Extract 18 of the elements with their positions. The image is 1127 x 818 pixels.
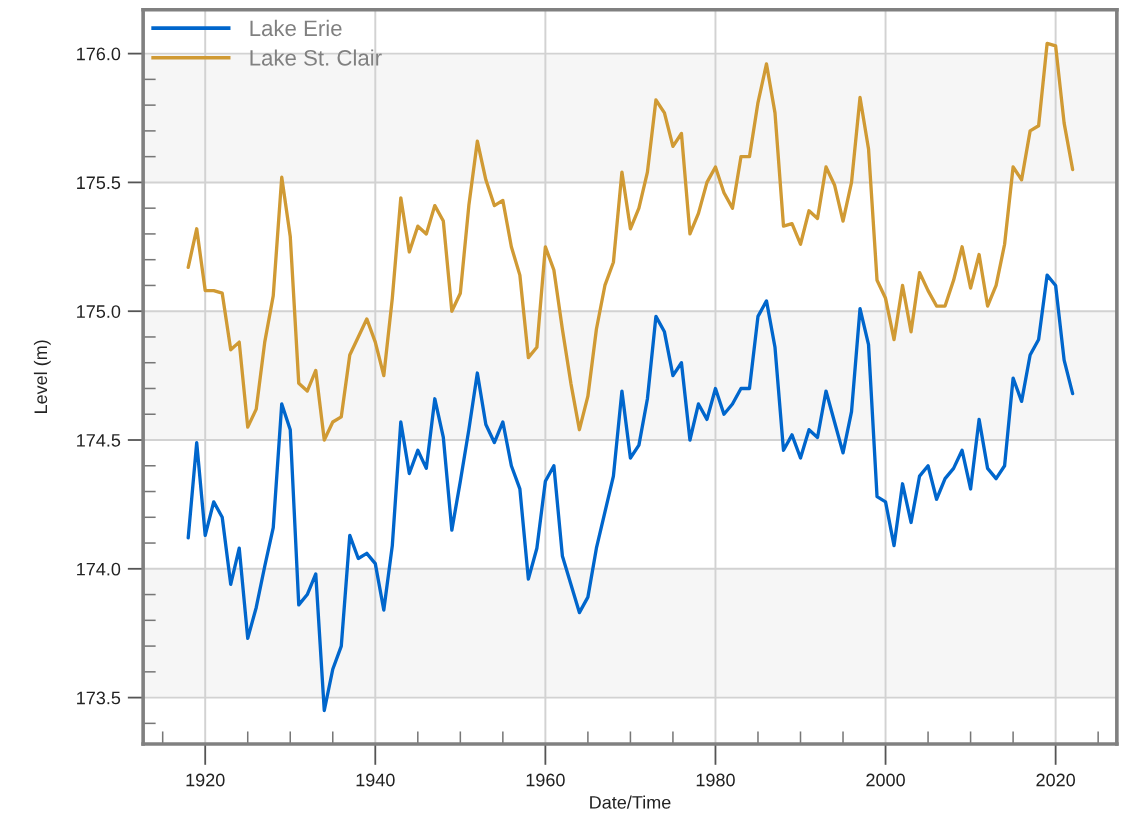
y-tick-label: 174.0	[77, 562, 121, 576]
x-tick-label: 1980	[696, 773, 735, 787]
x-tick-label: 2020	[1036, 773, 1076, 787]
y-tick-label: 175.5	[77, 176, 121, 190]
y-axis-title: Level (m)	[33, 340, 51, 414]
x-tick-label: 1940	[356, 773, 395, 787]
line-series	[186, 273, 1075, 713]
y-tick-label: 174.5	[77, 434, 121, 447]
x-tick-label: 1920	[186, 773, 225, 787]
y-tick-label: 173.5	[77, 691, 121, 705]
legend-label: Lake St. Clair	[250, 49, 382, 66]
line-series	[186, 41, 1075, 442]
legend-label: Lake Erie	[250, 19, 342, 37]
x-axis-title: Date/Time	[590, 795, 671, 809]
x-tick-label: 2000	[866, 773, 905, 787]
y-tick-label: 175.0	[77, 305, 121, 318]
x-tick-label: 1960	[526, 773, 565, 787]
y-tick-label: 176.0	[77, 47, 121, 61]
